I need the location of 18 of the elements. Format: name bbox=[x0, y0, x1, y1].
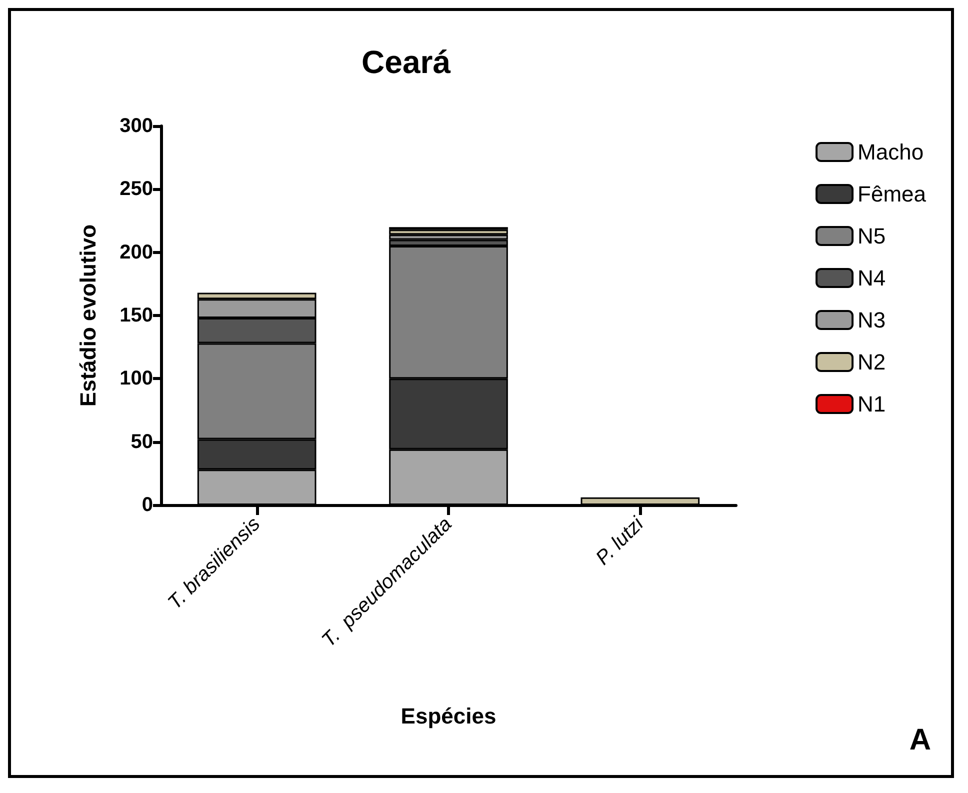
legend-label: Fêmea bbox=[858, 182, 927, 206]
y-axis-title: Estádio evolutivo bbox=[76, 224, 100, 407]
y-tick-label: 300 bbox=[120, 115, 153, 137]
y-tick-label: 200 bbox=[120, 241, 153, 264]
chart-title: Ceará bbox=[362, 44, 451, 80]
legend-label: N3 bbox=[858, 308, 886, 332]
text: A bbox=[909, 724, 932, 756]
y-tick-label: 250 bbox=[120, 178, 153, 200]
legend-label: Macho bbox=[858, 140, 924, 164]
y-tick-label: 50 bbox=[130, 430, 153, 453]
x-axis-title: Espécies bbox=[400, 704, 496, 728]
legend-label: N2 bbox=[858, 350, 886, 374]
legend-label: N5 bbox=[858, 224, 886, 248]
y-tick-label: 100 bbox=[120, 368, 153, 390]
y-tick-label: 0 bbox=[142, 494, 153, 516]
legend-label: N4 bbox=[858, 266, 886, 290]
y-tick-label: 150 bbox=[120, 304, 153, 326]
legend-label: N1 bbox=[858, 392, 886, 416]
